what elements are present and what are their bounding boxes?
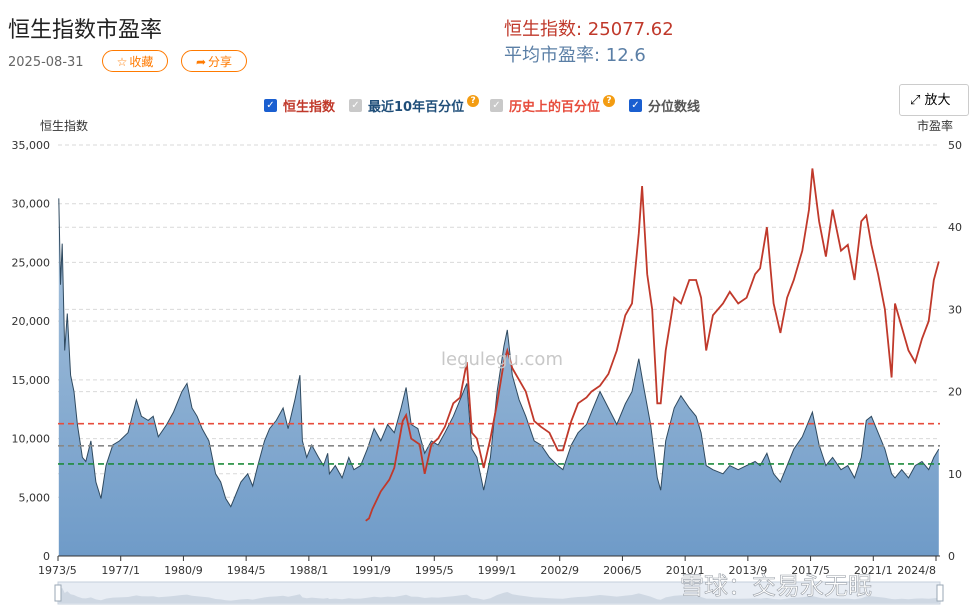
zoom-button[interactable]: ⤢ 放大 (899, 84, 969, 116)
legend-item-10yr-percentile[interactable]: ✓ 最近10年百分位 ? (349, 94, 480, 115)
help-icon[interactable]: ? (603, 94, 616, 107)
x-tick-label: 2021/1 (854, 564, 893, 577)
legend-label-history-percentile: 历史上的百分位 (509, 100, 601, 115)
star-icon: ☆ (116, 55, 128, 69)
hsi-value: 恒生指数: 25077.62 (504, 19, 674, 40)
pe-area (58, 198, 939, 556)
help-icon[interactable]: ? (467, 94, 480, 107)
x-tick-label: 1977/1 (101, 564, 140, 577)
zoom-label: 放大 (924, 93, 951, 108)
avg-pe-value: 平均市盈率: 12.6 (504, 45, 646, 66)
y-right-tick-label: 30 (948, 303, 962, 316)
footer-watermark: 雪球：交易永无眠 (680, 572, 872, 600)
y-left-tick-label: 35,000 (12, 139, 51, 152)
checkbox-unchecked-icon[interactable]: ✓ (490, 99, 503, 112)
y-left-tick-label: 25,000 (12, 256, 51, 269)
chart-legend: ✓ 恒生指数 ✓ 最近10年百分位 ? ✓ 历史上的百分位 ? ✓ 分位数线 (0, 94, 969, 116)
y-left-tick-label: 15,000 (12, 374, 51, 387)
checkbox-checked-icon[interactable]: ✓ (264, 99, 277, 112)
range-navigator[interactable] (54, 581, 944, 605)
legend-label-10yr-percentile: 最近10年百分位 (368, 100, 465, 115)
share-arrow-icon: ➦ (195, 55, 207, 69)
hsi-line (365, 168, 940, 522)
y-right-tick-label: 10 (948, 468, 962, 481)
legend-label-hsi: 恒生指数 (283, 100, 336, 115)
share-label: 分享 (208, 55, 233, 69)
x-tick-label: 2013/9 (729, 564, 768, 577)
x-tick-label: 1999/1 (478, 564, 517, 577)
legend-item-quantile-lines[interactable]: ✓ 分位数线 (629, 96, 700, 115)
x-tick-label: 1984/5 (227, 564, 266, 577)
watermark: legulegu.com (441, 349, 563, 370)
y-right-tick-label: 0 (948, 550, 955, 563)
x-tick-label: 1995/5 (415, 564, 454, 577)
navigator-right-handle[interactable] (936, 584, 944, 602)
x-tick-label: 2017/5 (791, 564, 830, 577)
x-tick-label: 2024/8 (897, 564, 936, 577)
y-left-tick-label: 0 (43, 550, 50, 563)
checkbox-checked-icon[interactable]: ✓ (629, 99, 642, 112)
page-title: 恒生指数市盈率 (8, 18, 163, 43)
y-left-tick-label: 5,000 (19, 491, 51, 504)
legend-item-hsi[interactable]: ✓ 恒生指数 (264, 96, 335, 115)
expand-icon: ⤢ (910, 93, 921, 108)
data-date: 2025-08-31 (8, 55, 84, 70)
x-tick-label: 1988/1 (290, 564, 329, 577)
y-left-tick-label: 10,000 (12, 433, 51, 446)
collect-label: 收藏 (129, 55, 154, 69)
x-tick-label: 2002/9 (540, 564, 579, 577)
checkbox-unchecked-icon[interactable]: ✓ (349, 99, 362, 112)
collect-button[interactable]: ☆ 收藏 (102, 50, 168, 72)
y-left-tick-label: 30,000 (12, 198, 51, 211)
x-tick-label: 1973/5 (38, 564, 77, 577)
share-button[interactable]: ➦ 分享 (181, 50, 247, 72)
y-left-tick-label: 20,000 (12, 315, 51, 328)
y-right-tick-label: 50 (948, 139, 962, 152)
legend-item-history-percentile[interactable]: ✓ 历史上的百分位 ? (490, 94, 616, 115)
x-tick-label: 2006/5 (603, 564, 642, 577)
legend-label-quantile-lines: 分位数线 (648, 100, 701, 115)
x-tick-label: 1980/9 (164, 564, 203, 577)
y-right-tick-label: 40 (948, 221, 962, 234)
right-axis-title: 市盈率 (917, 119, 954, 133)
x-tick-label: 2010/1 (666, 564, 705, 577)
navigator-left-handle[interactable] (54, 584, 62, 602)
pe-line (58, 198, 940, 508)
left-axis-title: 恒生指数 (40, 119, 89, 133)
x-tick-label: 1991/9 (352, 564, 391, 577)
y-right-tick-label: 20 (948, 386, 962, 399)
